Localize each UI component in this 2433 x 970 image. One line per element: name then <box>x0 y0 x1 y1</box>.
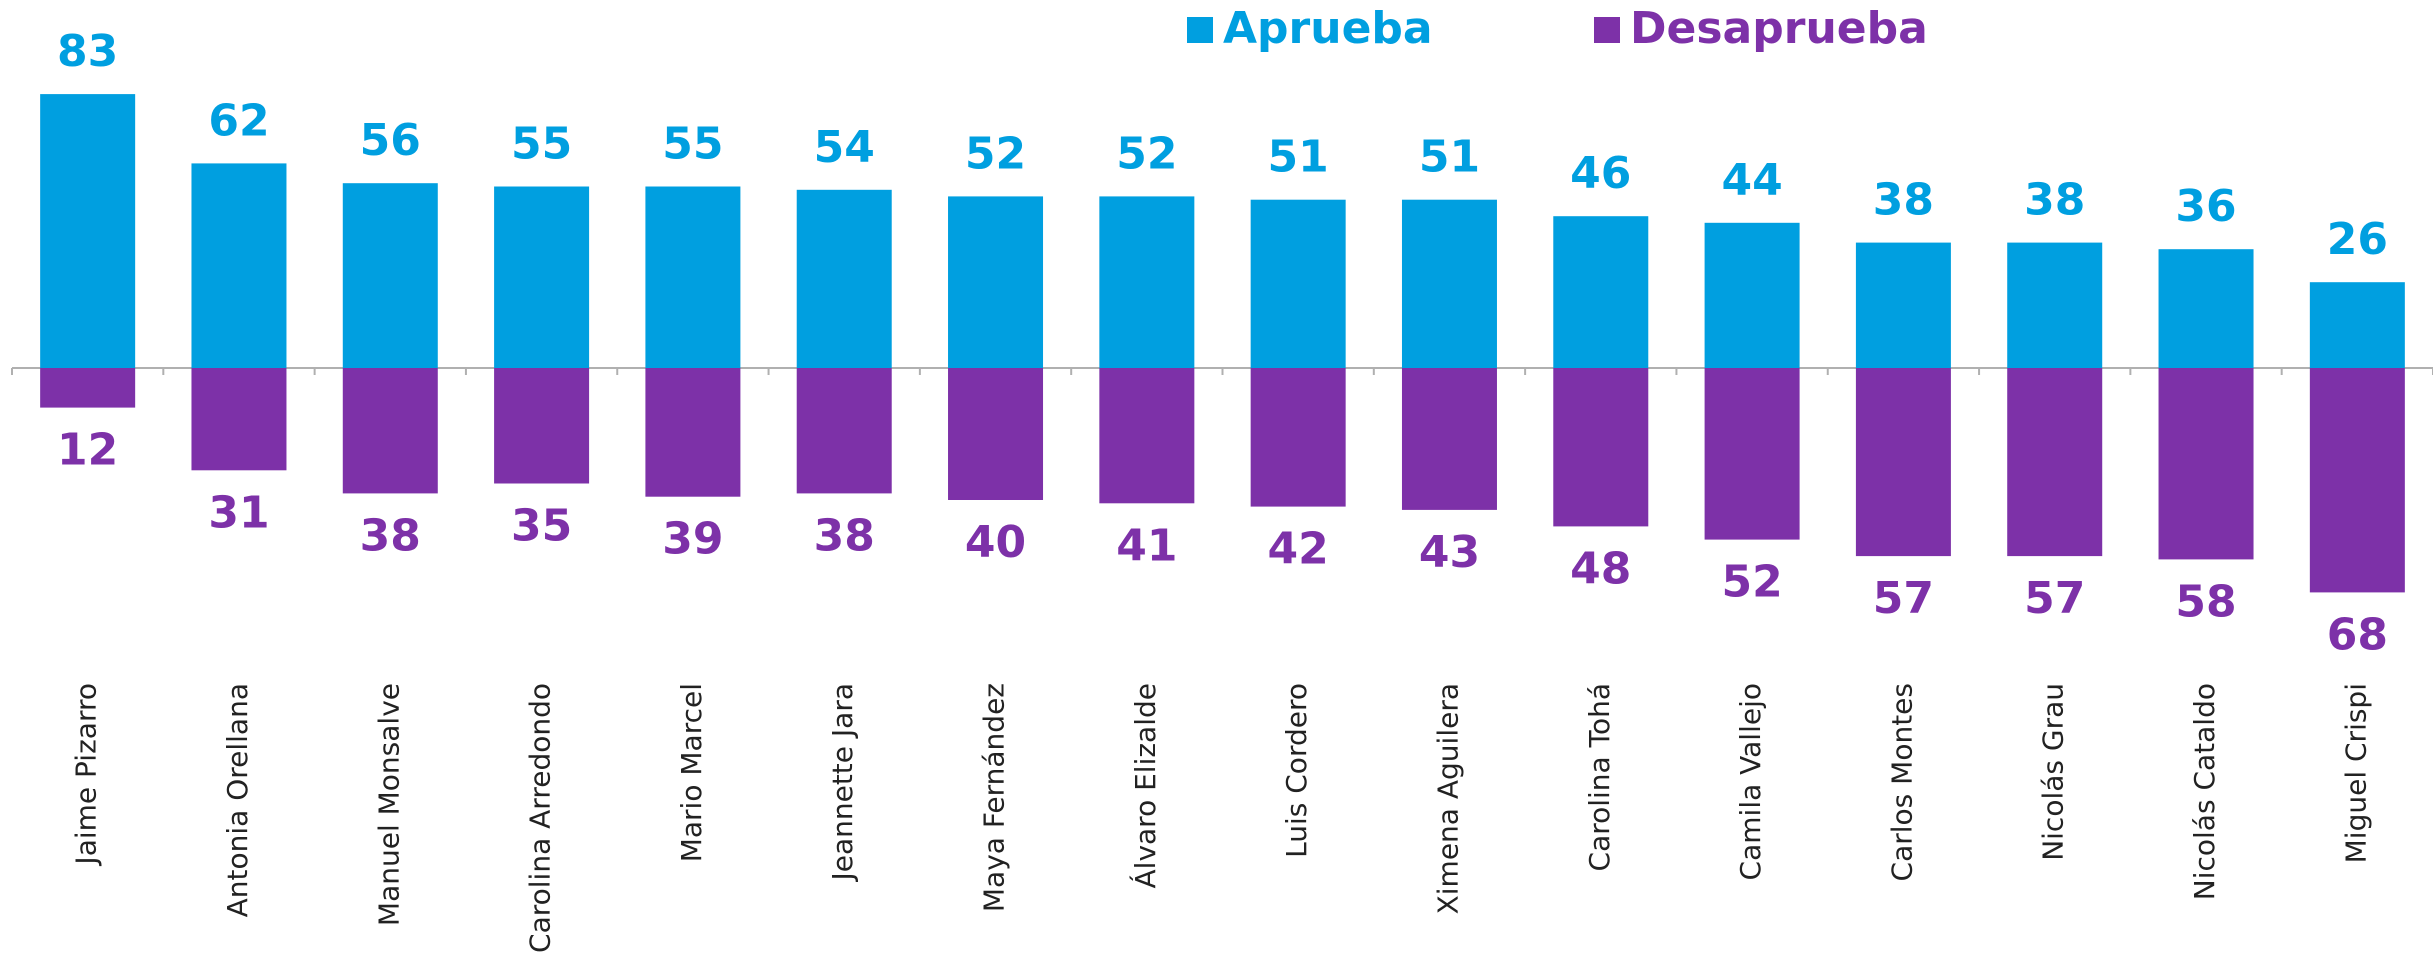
bar <box>1855 242 1951 368</box>
legend-swatch <box>1187 17 1213 43</box>
x-tick-label: Ximena Aguilera <box>1431 683 1464 914</box>
bar <box>2158 368 2254 560</box>
value-label: 40 <box>965 517 1026 568</box>
value-label: 52 <box>1721 557 1782 608</box>
value-label: 41 <box>1116 520 1177 571</box>
value-label: 62 <box>208 95 269 146</box>
bar <box>2309 282 2405 368</box>
value-label: 12 <box>57 425 118 476</box>
bar <box>1401 368 1497 510</box>
value-label: 38 <box>1873 175 1934 226</box>
bar <box>191 163 287 368</box>
value-label: 39 <box>662 514 723 565</box>
x-tick-label: Miguel Crispi <box>2339 683 2372 863</box>
bar <box>342 183 438 368</box>
bar <box>494 368 590 484</box>
bar <box>1250 368 1346 507</box>
bar <box>40 368 136 408</box>
legend-label: Desaprueba <box>1630 3 1928 54</box>
x-tick-label: Nicolás Grau <box>2037 683 2070 861</box>
bar <box>796 368 892 494</box>
x-tick-label: Carolina Tohá <box>1583 683 1616 871</box>
value-label: 55 <box>662 119 723 170</box>
bar <box>1250 199 1346 368</box>
bar <box>342 368 438 494</box>
bar <box>40 94 136 368</box>
value-label: 57 <box>1873 573 1934 624</box>
bar <box>1099 368 1195 504</box>
bar <box>948 196 1044 368</box>
value-label: 57 <box>2024 573 2085 624</box>
value-label: 56 <box>360 115 421 166</box>
x-tick-label: Luis Cordero <box>1280 683 1313 858</box>
value-label: 26 <box>2327 214 2388 265</box>
value-label: 51 <box>1419 132 1480 183</box>
value-label: 51 <box>1268 132 1329 183</box>
bar <box>494 186 590 368</box>
x-tick-label: Antonia Orellana <box>221 683 254 917</box>
value-label: 31 <box>208 487 269 538</box>
value-label: 58 <box>2175 576 2236 627</box>
x-tick-label: Carlos Montes <box>1885 683 1918 881</box>
value-label: 48 <box>1570 543 1631 594</box>
x-tick-label: Jaime Pizarro <box>70 683 103 867</box>
value-label: 55 <box>511 119 572 170</box>
bar <box>1553 368 1649 527</box>
value-label: 35 <box>511 501 572 552</box>
value-label: 43 <box>1419 527 1480 578</box>
value-label: 36 <box>2175 181 2236 232</box>
x-tick-label: Carolina Arredondo <box>524 683 557 953</box>
bar <box>2309 368 2405 593</box>
bar <box>2007 242 2103 368</box>
bar <box>1704 368 1800 540</box>
value-label: 54 <box>814 122 875 173</box>
value-label: 42 <box>1268 524 1329 575</box>
value-label: 83 <box>57 26 118 77</box>
x-tick-label: Mario Marcel <box>675 683 708 862</box>
bar <box>948 368 1044 500</box>
value-label: 38 <box>2024 175 2085 226</box>
legend-label: Aprueba <box>1223 3 1433 54</box>
value-label: 38 <box>360 510 421 561</box>
x-tick-label: Maya Fernández <box>978 683 1011 912</box>
x-tick-label: Camila Vallejo <box>1734 683 1767 880</box>
value-label: 52 <box>1116 128 1177 179</box>
value-label: 68 <box>2327 609 2388 660</box>
x-tick-label: Álvaro Elizalde <box>1128 683 1162 888</box>
value-label: 46 <box>1570 148 1631 199</box>
bar <box>645 186 741 368</box>
bar <box>2158 249 2254 368</box>
value-label: 52 <box>965 128 1026 179</box>
bar <box>796 189 892 368</box>
bar <box>1704 222 1800 368</box>
x-tick-label: Manuel Monsalve <box>372 683 405 926</box>
x-tick-label: Jeannette Jara <box>826 683 859 883</box>
x-tick-label: Nicolás Cataldo <box>2188 683 2221 900</box>
bar <box>1099 196 1195 368</box>
bar <box>1855 368 1951 557</box>
bar <box>191 368 287 471</box>
value-label: 44 <box>1721 155 1782 206</box>
bar <box>645 368 741 497</box>
value-label: 38 <box>814 510 875 561</box>
bar <box>1553 216 1649 368</box>
bar <box>1401 199 1497 368</box>
legend-swatch <box>1594 17 1620 43</box>
bar <box>2007 368 2103 557</box>
